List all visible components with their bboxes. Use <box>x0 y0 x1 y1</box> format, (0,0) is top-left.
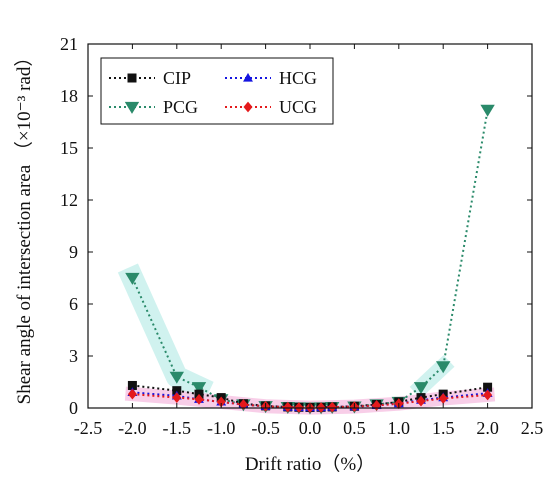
highlight-layer <box>117 263 496 415</box>
data-point-pcg <box>480 104 495 117</box>
data-point-pcg <box>169 371 184 384</box>
x-tick-label: -2.0 <box>118 418 147 438</box>
legend-item-hcg: HCG <box>225 68 317 88</box>
data-point-ucg <box>194 393 204 405</box>
legend-label: UCG <box>279 97 317 117</box>
data-point-ucg <box>216 396 226 408</box>
legend-swatch-marker <box>243 101 253 113</box>
data-point-pcg <box>413 382 429 395</box>
legend-label: HCG <box>279 68 317 88</box>
y-tick-label: 6 <box>69 294 78 314</box>
y-tick-label: 3 <box>69 346 78 366</box>
x-axis-title: Drift ratio（%） <box>245 453 375 475</box>
data-point-cip <box>172 386 182 396</box>
legend-label: CIP <box>163 68 191 88</box>
highlight-band <box>117 263 214 402</box>
data-point-ucg <box>172 392 182 403</box>
x-tick-label: -1.5 <box>163 418 192 438</box>
series-line-pcg <box>131 109 489 409</box>
x-tick-label: 0.0 <box>299 418 322 438</box>
data-point-ucg <box>438 393 448 404</box>
x-tick-label: -1.0 <box>207 418 236 438</box>
legend-item-ucg: UCG <box>225 97 317 117</box>
x-tick-label: 0.5 <box>343 418 366 438</box>
y-tick-label: 15 <box>60 138 78 158</box>
data-point-cip <box>127 380 137 390</box>
x-tick-label: -2.5 <box>74 418 103 438</box>
y-tick-label: 18 <box>60 86 78 106</box>
x-tick-label: 1.5 <box>432 418 455 438</box>
data-point-pcg <box>436 361 451 374</box>
series-line-ucg <box>132 393 488 409</box>
data-point-ucg <box>327 401 337 413</box>
data-point-ucg <box>283 401 293 413</box>
data-point-ucg <box>127 388 137 400</box>
x-axis: -2.5 -2.0 -1.5 -1.0 -0.5 0.0 0.5 1.0 1.5 2.0 2.5 <box>74 44 544 438</box>
x-tick-label: 2.5 <box>521 418 544 438</box>
x-tick-label: 2.0 <box>476 418 499 438</box>
legend-box <box>100 57 334 125</box>
data-point-ucg <box>238 399 248 410</box>
legend-item-pcg: PCG <box>109 97 198 117</box>
legend-label: PCG <box>163 97 198 117</box>
legend-swatch-marker <box>243 72 253 82</box>
data-point-ucg <box>483 389 493 401</box>
series-line-cip <box>132 384 488 409</box>
y-axis-title: Shear angle of intersection area （×10⁻³ … <box>13 48 35 405</box>
y-axis: 0 3 6 9 12 15 18 21 <box>60 34 532 418</box>
y-tick-label: 21 <box>60 34 78 54</box>
data-point-pcg <box>191 382 207 395</box>
data-point-cip <box>483 382 493 392</box>
y-tick-label: 9 <box>69 242 78 262</box>
legend-swatch-marker <box>127 73 137 83</box>
x-tick-label: 1.0 <box>388 418 411 438</box>
legend-swatch-marker <box>124 101 140 114</box>
x-tick-label: -0.5 <box>251 418 280 438</box>
y-tick-label: 0 <box>69 398 78 418</box>
y-tick-label: 12 <box>60 190 78 210</box>
legend: CIP HCG PCG UCG <box>100 57 334 125</box>
data-point-ucg <box>416 395 426 407</box>
legend-item-cip: CIP <box>109 68 191 88</box>
data-point-pcg <box>125 272 140 285</box>
